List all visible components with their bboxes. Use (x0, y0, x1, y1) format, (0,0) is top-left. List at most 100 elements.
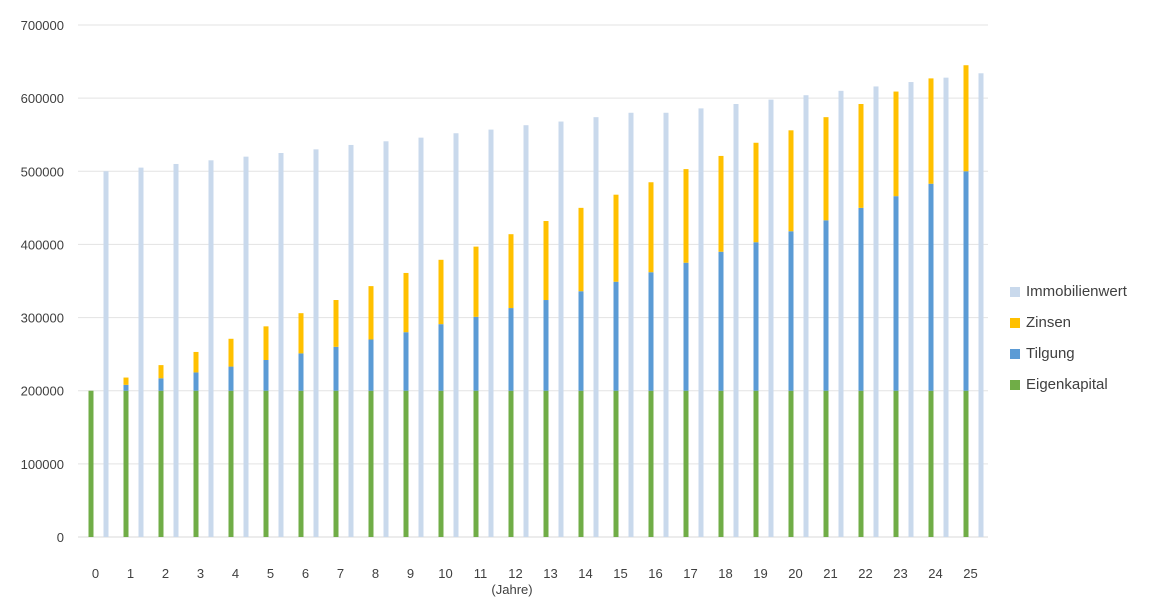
bar-eigenkapital (403, 390, 409, 537)
x-tick-label: 6 (302, 566, 309, 581)
y-tick-label: 200000 (21, 384, 64, 399)
x-tick-label: 7 (337, 566, 344, 581)
bar-tilgung (683, 262, 689, 391)
y-tick-label: 0 (57, 530, 64, 545)
bar-zinsen (333, 300, 339, 347)
bar-immobilienwert (523, 125, 529, 537)
bar-immobilienwert (208, 160, 214, 538)
bar-tilgung (928, 183, 934, 391)
bar-immobilienwert (593, 117, 599, 537)
bar-eigenkapital (228, 390, 234, 537)
x-tick-label: 17 (683, 566, 697, 581)
bar-tilgung (753, 242, 759, 391)
bar-eigenkapital (508, 390, 514, 537)
bar-zinsen (263, 326, 269, 360)
y-tick-label: 400000 (21, 237, 64, 252)
bars (88, 65, 984, 538)
legend-swatch-eigenkapital (1010, 379, 1020, 390)
bar-immobilienwert (488, 129, 494, 537)
bar-tilgung (368, 339, 374, 391)
x-tick-label: 19 (753, 566, 767, 581)
bar-eigenkapital (578, 390, 584, 537)
legend-swatch-zinsen (1010, 317, 1020, 328)
bar-tilgung (123, 384, 129, 391)
bar-immobilienwert (313, 149, 319, 538)
legend-swatch-tilgung (1010, 348, 1020, 359)
x-tick-label: 22 (858, 566, 872, 581)
bar-zinsen (123, 377, 129, 385)
bar-zinsen (823, 117, 829, 221)
bar-tilgung (718, 251, 724, 391)
bar-immobilienwert (558, 121, 564, 537)
x-tick-label: 18 (718, 566, 732, 581)
bar-eigenkapital (123, 390, 129, 537)
bar-zinsen (963, 65, 969, 172)
x-tick-label: 5 (267, 566, 274, 581)
bar-immobilienwert (103, 171, 109, 538)
bar-tilgung (228, 366, 234, 391)
bar-eigenkapital (613, 390, 619, 537)
x-tick-label: 1 (127, 566, 134, 581)
bar-tilgung (193, 372, 199, 391)
bar-immobilienwert (768, 99, 774, 537)
legend-label: Zinsen (1026, 314, 1072, 331)
bar-zinsen (158, 365, 164, 379)
x-tick-label: 15 (613, 566, 627, 581)
y-tick-label: 500000 (21, 164, 64, 179)
x-tick-label: 16 (648, 566, 662, 581)
bar-zinsen (508, 234, 514, 309)
bar-immobilienwert (908, 82, 914, 538)
bar-zinsen (753, 142, 759, 243)
bar-zinsen (368, 286, 374, 340)
bar-immobilienwert (383, 141, 389, 537)
bar-zinsen (298, 313, 304, 354)
bar-zinsen (193, 351, 199, 373)
legend: Immobilienwert Zinsen Tilgung Eigenkapit… (1010, 276, 1127, 400)
bar-eigenkapital (648, 390, 654, 537)
x-axis-title: (Jahre) (491, 582, 532, 597)
bar-eigenkapital (438, 390, 444, 537)
bar-tilgung (333, 346, 339, 391)
bar-immobilienwert (803, 95, 809, 538)
bar-immobilienwert (348, 144, 354, 537)
bar-zinsen (648, 182, 654, 273)
bar-zinsen (403, 272, 409, 333)
bar-immobilienwert (838, 90, 844, 537)
bar-zinsen (858, 103, 864, 208)
bar-zinsen (228, 338, 234, 367)
x-tick-label: 14 (578, 566, 592, 581)
bar-zinsen (928, 78, 934, 184)
bar-eigenkapital (963, 390, 969, 537)
bar-eigenkapital (263, 390, 269, 537)
bar-eigenkapital (193, 390, 199, 537)
legend-item-immobilienwert: Immobilienwert (1010, 276, 1127, 307)
bar-tilgung (963, 171, 969, 391)
bar-immobilienwert (418, 137, 424, 537)
gridlines (78, 24, 988, 538)
bar-tilgung (298, 353, 304, 391)
bar-zinsen (893, 91, 899, 197)
x-tick-label: 20 (788, 566, 802, 581)
y-axis: 0 100000 200000 300000 400000 500000 600000 700… (21, 18, 64, 545)
x-tick-label: 8 (372, 566, 379, 581)
bar-tilgung (543, 300, 549, 391)
bar-eigenkapital (88, 390, 94, 537)
x-tick-label: 10 (438, 566, 452, 581)
bar-immobilienwert (278, 153, 284, 537)
bar-eigenkapital (333, 390, 339, 537)
y-tick-label: 600000 (21, 91, 64, 106)
bar-immobilienwert (733, 103, 739, 537)
legend-item-eigenkapital: Eigenkapital (1010, 369, 1127, 400)
bar-tilgung (613, 281, 619, 391)
bar-eigenkapital (298, 390, 304, 537)
bar-tilgung (158, 378, 164, 391)
bar-eigenkapital (683, 390, 689, 537)
bar-eigenkapital (753, 390, 759, 537)
bar-zinsen (718, 155, 724, 252)
bar-eigenkapital (543, 390, 549, 537)
x-tick-label: 13 (543, 566, 557, 581)
x-tick-label: 24 (928, 566, 942, 581)
bar-eigenkapital (788, 390, 794, 537)
bar-immobilienwert (628, 112, 634, 538)
